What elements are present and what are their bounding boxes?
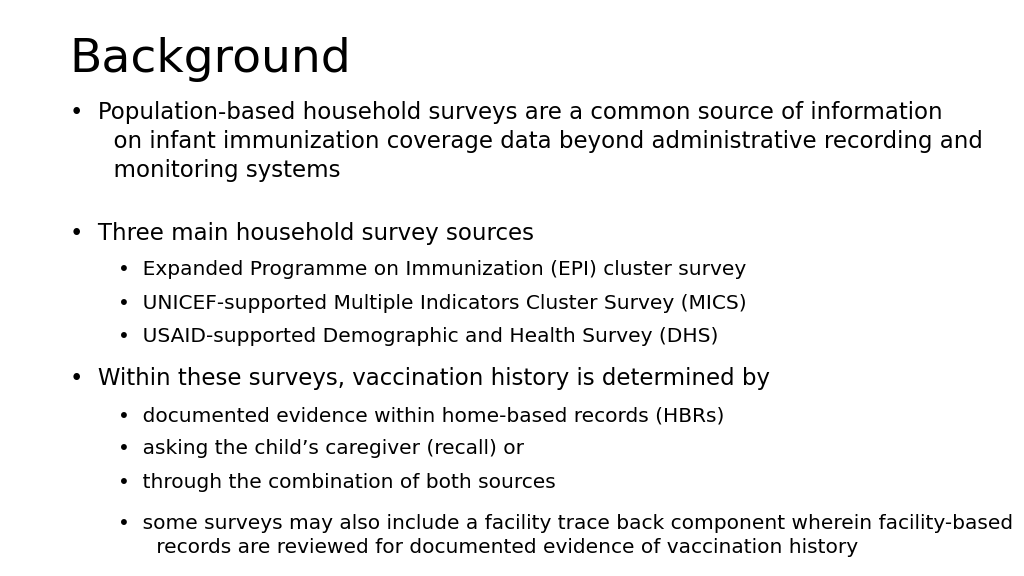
- Text: •  some surveys may also include a facility trace back component wherein facilit: • some surveys may also include a facili…: [118, 514, 1013, 557]
- Text: •  Three main household survey sources: • Three main household survey sources: [70, 222, 534, 245]
- Text: •  Within these surveys, vaccination history is determined by: • Within these surveys, vaccination hist…: [70, 367, 770, 391]
- Text: •  Population-based household surveys are a common source of information
      o: • Population-based household surveys are…: [70, 101, 982, 183]
- Text: •  documented evidence within home-based records (HBRs): • documented evidence within home-based …: [118, 406, 724, 425]
- Text: •  asking the child’s caregiver (recall) or: • asking the child’s caregiver (recall) …: [118, 439, 523, 458]
- Text: Background: Background: [70, 37, 351, 82]
- Text: •  USAID-supported Demographic and Health Survey (DHS): • USAID-supported Demographic and Health…: [118, 327, 718, 346]
- Text: •  UNICEF-supported Multiple Indicators Cluster Survey (MICS): • UNICEF-supported Multiple Indicators C…: [118, 294, 746, 313]
- Text: •  Expanded Programme on Immunization (EPI) cluster survey: • Expanded Programme on Immunization (EP…: [118, 260, 746, 279]
- Text: •  through the combination of both sources: • through the combination of both source…: [118, 473, 555, 492]
